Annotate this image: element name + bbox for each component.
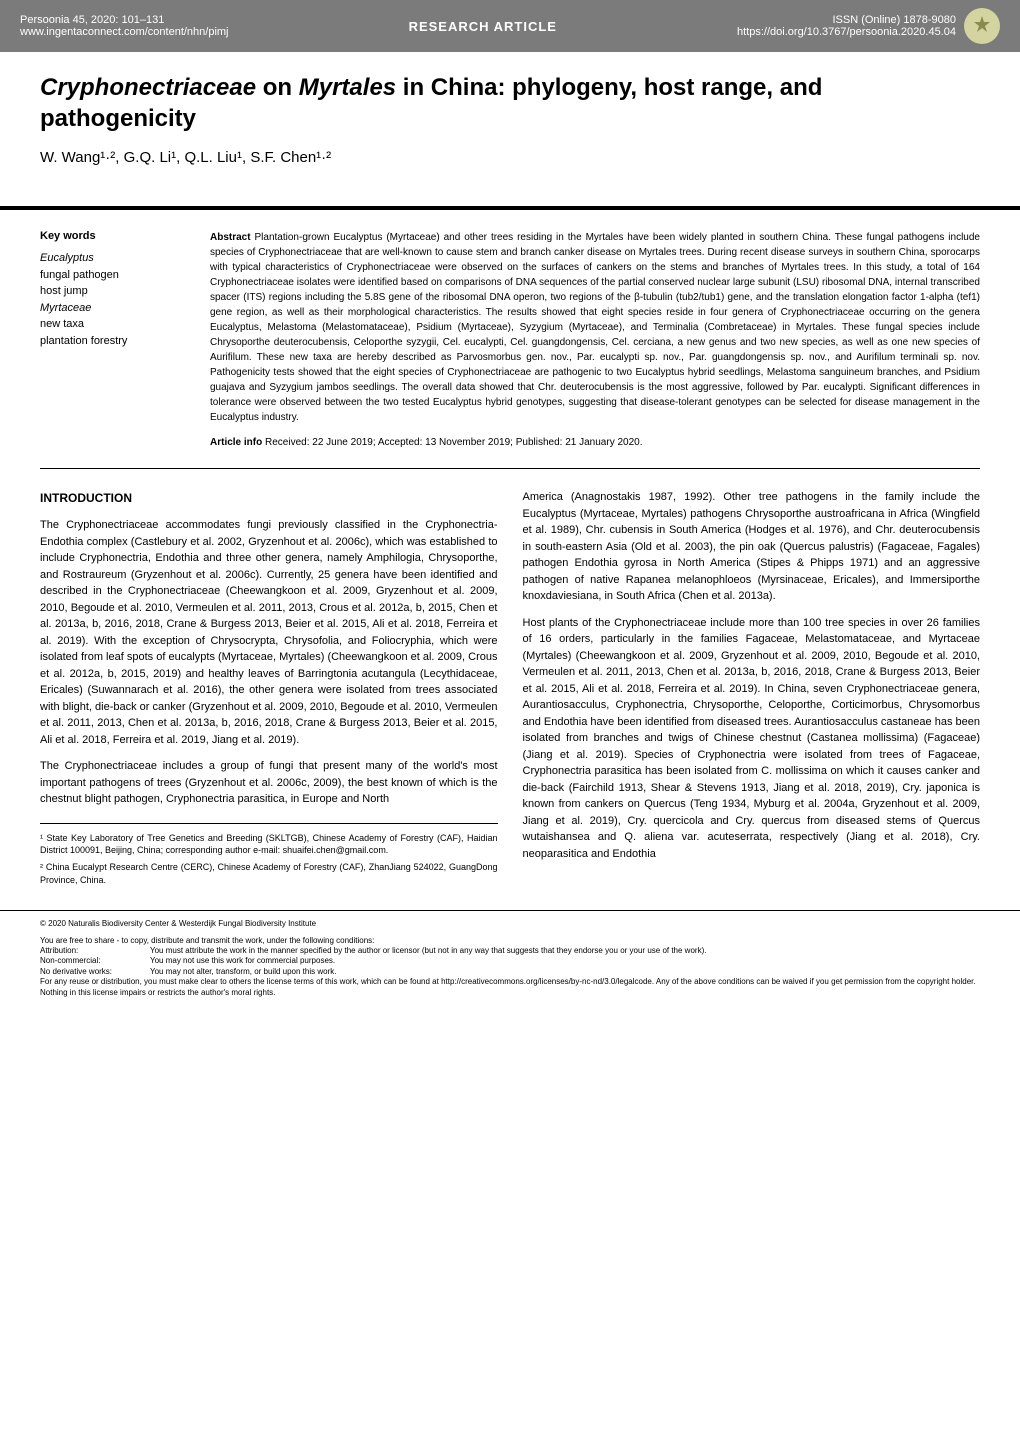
article-info-label: Article info — [210, 437, 262, 448]
keywords-heading: Key words — [40, 230, 180, 242]
license-noderivative-text: You may not alter, transform, or build u… — [150, 967, 336, 977]
intro-paragraph-2: The Cryphonectriaceae includes a group o… — [40, 758, 498, 808]
introduction-heading: INTRODUCTION — [40, 489, 498, 507]
article-info-text: Received: 22 June 2019; Accepted: 13 Nov… — [265, 437, 642, 448]
license-noncommercial-text: You may not use this work for commercial… — [150, 956, 335, 966]
footnote-1: ¹ State Key Laboratory of Tree Genetics … — [40, 832, 498, 857]
license-attribution-text: You must attribute the work in the manne… — [150, 946, 706, 956]
license-attribution-label: Attribution: — [40, 946, 140, 956]
journal-url: www.ingentaconnect.com/content/nhn/pimj — [20, 26, 229, 38]
abstract-column: Abstract Plantation-grown Eucalyptus (My… — [210, 230, 980, 448]
journal-logo-icon — [964, 8, 1000, 44]
intro-paragraph-3: America (Anagnostakis 1987, 1992). Other… — [523, 489, 981, 605]
abstract-section: Key words Eucalyptus fungal pathogen hos… — [40, 230, 980, 448]
intro-paragraph-1: The Cryphonectriaceae accommodates fungi… — [40, 517, 498, 748]
license-noncommercial-label: Non-commercial: — [40, 956, 140, 966]
license-noncommercial-row: Non-commercial: You may not use this wor… — [40, 956, 980, 966]
journal-header-bar: Persoonia 45, 2020: 101–131 www.ingentac… — [0, 0, 1020, 52]
article-info: Article info Received: 22 June 2019; Acc… — [210, 437, 980, 448]
author-list: W. Wang¹·², G.Q. Li¹, Q.L. Liu¹, S.F. Ch… — [40, 149, 980, 166]
title-section: Cryphonectriaceae on Myrtales in China: … — [0, 52, 1020, 210]
intro-paragraph-4: Host plants of the Cryphonectriaceae inc… — [523, 615, 981, 863]
header-right: ISSN (Online) 1878-9080 https://doi.org/… — [737, 8, 1000, 44]
license-noderivative-label: No derivative works: — [40, 967, 140, 977]
issn-label: ISSN (Online) 1878-9080 — [737, 14, 956, 26]
section-divider — [40, 468, 980, 469]
copyright-line: © 2020 Naturalis Biodiversity Center & W… — [40, 919, 980, 929]
header-left: Persoonia 45, 2020: 101–131 www.ingentac… — [20, 14, 229, 38]
footnote-2: ² China Eucalypt Research Centre (CERC),… — [40, 861, 498, 886]
left-column: INTRODUCTION The Cryphonectriaceae accom… — [40, 489, 498, 890]
article-title: Cryphonectriaceae on Myrtales in China: … — [40, 72, 980, 134]
license-attribution-row: Attribution: You must attribute the work… — [40, 946, 980, 956]
keyword-item: Myrtaceae — [40, 300, 180, 317]
footnotes-block: ¹ State Key Laboratory of Tree Genetics … — [40, 823, 498, 886]
keyword-item: new taxa — [40, 316, 180, 333]
keyword-item: plantation forestry — [40, 333, 180, 350]
main-content-columns: INTRODUCTION The Cryphonectriaceae accom… — [40, 489, 980, 890]
right-column: America (Anagnostakis 1987, 1992). Other… — [523, 489, 981, 890]
license-section: © 2020 Naturalis Biodiversity Center & W… — [0, 910, 1020, 1006]
keyword-item: host jump — [40, 283, 180, 300]
abstract-label: Abstract — [210, 232, 251, 243]
license-reuse-text: For any reuse or distribution, you must … — [40, 977, 980, 998]
doi-label: https://doi.org/10.3767/persoonia.2020.4… — [737, 26, 956, 38]
abstract-body: Plantation-grown Eucalyptus (Myrtaceae) … — [210, 232, 980, 423]
keyword-item: Eucalyptus — [40, 250, 180, 267]
license-noderivative-row: No derivative works: You may not alter, … — [40, 967, 980, 977]
journal-citation: Persoonia 45, 2020: 101–131 — [20, 14, 229, 26]
keywords-column: Key words Eucalyptus fungal pathogen hos… — [40, 230, 180, 448]
abstract-text: Abstract Plantation-grown Eucalyptus (My… — [210, 230, 980, 425]
keyword-item: fungal pathogen — [40, 267, 180, 284]
article-type-label: RESEARCH ARTICLE — [409, 19, 557, 34]
license-intro: You are free to share - to copy, distrib… — [40, 936, 980, 946]
